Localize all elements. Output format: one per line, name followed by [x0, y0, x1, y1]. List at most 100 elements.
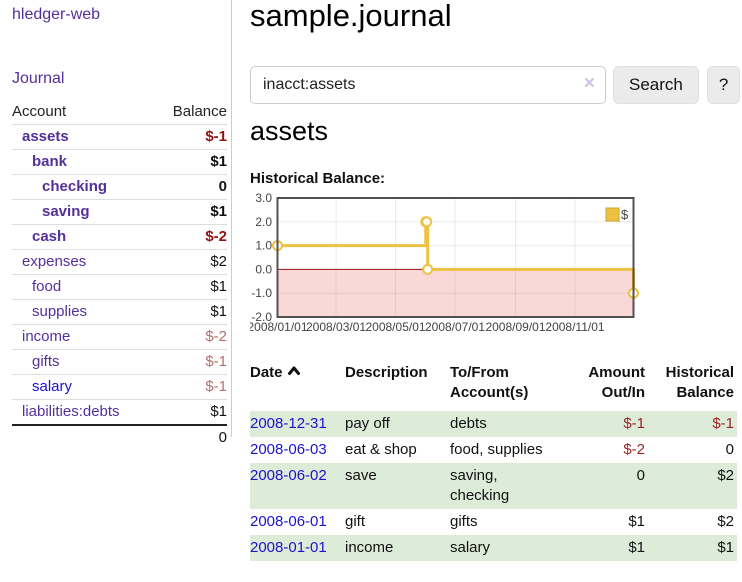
search-input[interactable] [250, 66, 606, 104]
sidebar-account-link[interactable]: supplies [32, 303, 88, 320]
transaction-date-link[interactable]: 2008-06-02 [250, 463, 345, 509]
historical-column-header: Historical Balance [665, 364, 734, 401]
transaction-description: income [345, 539, 394, 556]
transaction-description: eat & shop [345, 441, 417, 458]
sort-ascending-icon [287, 366, 300, 375]
transaction-historical-balance: $2 [717, 467, 734, 484]
transaction-date-link[interactable]: 2008-06-01 [250, 513, 327, 530]
accounts-table: Account Balance assets $-1 bank $1 checking 0… [12, 100, 227, 450]
account-balance: $-1 [205, 378, 227, 395]
account-balance: $1 [210, 203, 227, 220]
account-row: bank $1 [12, 149, 227, 174]
sidebar-account-link[interactable]: liabilities:debts [22, 403, 120, 420]
account-row: cash $-2 [12, 224, 227, 249]
transaction-amount: $1 [628, 539, 645, 556]
app-title-link[interactable]: hledger-web [12, 6, 101, 23]
account-balance: $-1 [205, 353, 227, 370]
account-row: income $-2 [12, 324, 227, 349]
main-content: sample.journal × Search ? assets Histori… [250, 0, 742, 582]
transaction-accounts: food, supplies [450, 441, 543, 458]
transaction-historical-balance: $1 [717, 539, 734, 556]
date-column-header[interactable]: Date [250, 360, 345, 406]
account-row: liabilities:debts $1 [12, 399, 227, 424]
account-row: supplies $1 [12, 299, 227, 324]
transaction-amount: $-2 [623, 441, 645, 458]
tofrom-column-header: To/From Account(s) [450, 364, 529, 401]
sidebar-account-link[interactable]: salary [32, 378, 73, 395]
svg-text:0.0: 0.0 [255, 262, 272, 276]
account-balance: $2 [210, 253, 227, 270]
table-row: 2008-06-02 save saving, checking 0 $2 [250, 463, 737, 509]
transaction-amount: $1 [628, 513, 645, 530]
svg-text:2.0: 2.0 [255, 215, 272, 229]
search-button[interactable]: Search [613, 66, 699, 104]
transaction-description: gift [345, 513, 366, 530]
sidebar-account-link[interactable]: income [22, 328, 71, 345]
transaction-date-link[interactable]: 2008-06-01 [250, 509, 345, 535]
transaction-accounts: debts [450, 415, 487, 432]
transaction-date-link[interactable]: 2008-01-01 [250, 539, 327, 556]
account-balance: $1 [210, 403, 227, 420]
account-balance: $-2 [205, 328, 227, 345]
transaction-date-link[interactable]: 2008-06-02 [250, 467, 327, 484]
svg-text:-2.0: -2.0 [251, 310, 272, 324]
sidebar-item-journal[interactable]: Journal [12, 70, 65, 87]
transaction-date-link[interactable]: 2008-06-03 [250, 437, 345, 463]
transaction-description: save [345, 467, 377, 484]
transaction-date-link[interactable]: 2008-01-01 [250, 535, 345, 561]
transaction-date-link[interactable]: 2008-12-31 [250, 411, 345, 437]
transactions-table: Date Description To/From Account(s) Amou… [250, 360, 737, 561]
legend-swatch [605, 207, 620, 222]
sidebar-account-link[interactable]: saving [42, 203, 90, 220]
account-row: checking 0 [12, 174, 227, 199]
account-balance: $1 [210, 153, 227, 170]
transaction-accounts: gifts [450, 513, 478, 530]
clear-search-icon[interactable]: × [583, 73, 595, 94]
sidebar-account-link[interactable]: bank [32, 153, 68, 170]
transaction-historical-balance: $2 [717, 513, 734, 530]
table-row: 2008-12-31 pay off debts $-1 $-1 [250, 411, 737, 437]
chart-title: Historical Balance: [250, 170, 386, 187]
sidebar-account-link[interactable]: assets [22, 128, 69, 145]
account-row: food $1 [12, 274, 227, 299]
help-button[interactable]: ? [706, 66, 741, 104]
account-balance: $1 [210, 278, 227, 295]
svg-text:2008/03/01: 2008/03/01 [306, 320, 366, 334]
transaction-amount: $-1 [623, 415, 645, 432]
page-title: sample.journal [250, 0, 452, 33]
accounts-total-row: 0 [12, 424, 227, 450]
account-heading: assets [250, 116, 329, 146]
amount-column-header: Amount Out/In [588, 364, 645, 401]
transaction-historical-balance: $-1 [712, 415, 734, 432]
svg-text:2008/01/01: 2008/01/01 [250, 320, 308, 334]
transaction-accounts: saving, checking [450, 467, 510, 504]
historical-balance-chart: $3.0 2.0 1.0 0.0 -1.0 -2.02008/01/012008/03/0… [250, 192, 639, 334]
account-row: expenses $2 [12, 249, 227, 274]
account-row: assets $-1 [12, 124, 227, 149]
account-balance: $-2 [205, 228, 227, 245]
transaction-description: pay off [345, 415, 390, 432]
sidebar-account-link[interactable]: expenses [22, 253, 87, 270]
transaction-date-link[interactable]: 2008-12-31 [250, 415, 327, 432]
transactions-table-header: Date Description To/From Account(s) Amou… [250, 360, 737, 411]
accounts-column-header: Account [12, 103, 67, 120]
table-row: 2008-06-03 eat & shop food, supplies $-2 0 [250, 437, 737, 463]
balance-column-header: Balance [172, 103, 227, 120]
legend-label: $ [621, 207, 629, 222]
sidebar-account-link[interactable]: gifts [32, 353, 60, 370]
svg-text:-1.0: -1.0 [251, 286, 272, 300]
svg-text:2008/07/01: 2008/07/01 [425, 320, 485, 334]
sidebar-account-link[interactable]: food [32, 278, 62, 295]
svg-text:1.0: 1.0 [255, 239, 272, 253]
sidebar: hledger-web Journal Account Balance asse… [0, 0, 232, 446]
account-row: gifts $-1 [12, 349, 227, 374]
sidebar-account-link[interactable]: checking [42, 178, 108, 195]
svg-text:2008/09/01: 2008/09/01 [485, 320, 545, 334]
table-row: 2008-01-01 income salary $1 $1 [250, 535, 737, 561]
account-balance: $1 [210, 303, 227, 320]
sidebar-account-link[interactable]: cash [32, 228, 67, 245]
account-row: salary $-1 [12, 374, 227, 399]
transaction-date-link[interactable]: 2008-06-03 [250, 441, 327, 458]
table-row: 2008-06-01 gift gifts $1 $2 [250, 509, 737, 535]
transaction-accounts: salary [450, 539, 491, 556]
